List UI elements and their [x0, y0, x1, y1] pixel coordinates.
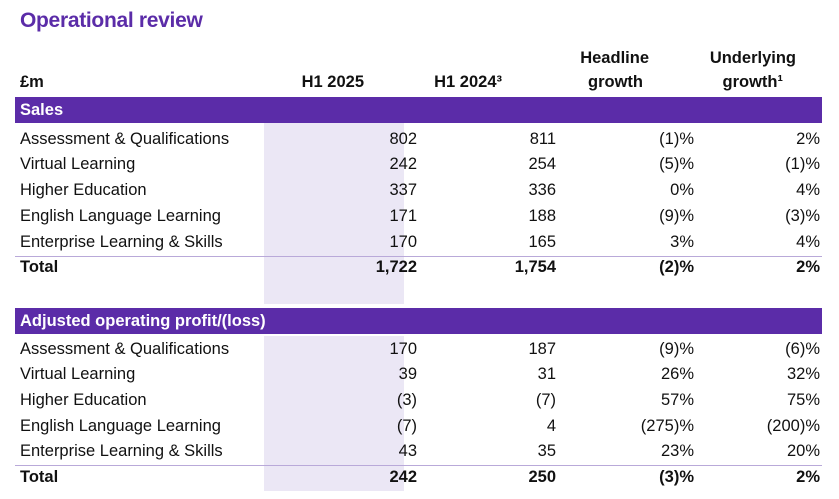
cell-underlying: (1)% [785, 155, 820, 173]
cell-headline: (5)% [659, 155, 694, 173]
cell-h1-2024: 336 [528, 181, 556, 199]
cell-h1-2024: 254 [528, 155, 556, 173]
cell-h1-2025: 242 [389, 468, 417, 486]
table-row: English Language Learning 171 188 (9)% (… [15, 203, 822, 229]
cell-h1-2025: 171 [389, 207, 417, 225]
col-underlying-header-line1: Underlying [709, 49, 796, 67]
cell-underlying: 4% [796, 233, 820, 251]
cell-headline: 26% [660, 365, 694, 383]
row-label: Total [20, 468, 59, 486]
cell-underlying: (200)% [766, 417, 820, 435]
cell-underlying: 75% [786, 391, 820, 409]
row-label: English Language Learning [20, 417, 221, 435]
col-headline-header-line1: Headline [580, 49, 649, 67]
cell-headline: 57% [660, 391, 694, 409]
cell-underlying: 32% [786, 365, 820, 383]
cell-underlying: (6)% [785, 340, 820, 358]
row-label: Enterprise Learning & Skills [20, 233, 223, 251]
total-divider [15, 465, 822, 466]
cell-h1-2024: 35 [537, 442, 556, 460]
total-row: Total 1,722 1,754 (2)% 2% [15, 254, 822, 280]
cell-underlying: 2% [796, 468, 820, 486]
cell-h1-2025: (3) [396, 391, 417, 409]
col-h1-2025-header: H1 2025 [301, 73, 364, 91]
table-row: Virtual Learning 242 254 (5)% (1)% [15, 151, 822, 177]
table-row: Enterprise Learning & Skills 43 35 23% 2… [15, 438, 822, 464]
h1-2025-highlight [264, 123, 404, 304]
section-title: Adjusted operating profit/(loss) [20, 312, 266, 330]
table-row: Assessment & Qualifications 802 811 (1)%… [15, 126, 822, 152]
row-label: Virtual Learning [20, 155, 136, 173]
table-row: Assessment & Qualifications 170 187 (9)%… [15, 336, 822, 362]
row-label: Assessment & Qualifications [20, 130, 230, 148]
unit-header: £m [20, 73, 44, 91]
cell-h1-2025: 242 [389, 155, 417, 173]
row-label: Enterprise Learning & Skills [20, 442, 223, 460]
cell-h1-2025: 39 [398, 365, 417, 383]
row-label: Higher Education [20, 391, 147, 409]
table-row: Higher Education (3) (7) 57% 75% [15, 387, 822, 413]
table-row: Enterprise Learning & Skills 170 165 3% … [15, 229, 822, 255]
cell-headline: (9)% [659, 340, 694, 358]
cell-h1-2025: 43 [398, 442, 417, 460]
col-headline-header-line2: growth [588, 73, 643, 91]
cell-headline: (3)% [659, 468, 694, 486]
cell-underlying: 20% [786, 442, 820, 460]
cell-underlying: 2% [796, 130, 820, 148]
row-label: Total [20, 258, 59, 276]
cell-h1-2025: 170 [389, 233, 417, 251]
cell-underlying: (3)% [785, 207, 820, 225]
row-label: Virtual Learning [20, 365, 136, 383]
cell-h1-2024: (7) [535, 391, 556, 409]
cell-h1-2024: 4 [546, 417, 556, 435]
cell-headline: (2)% [659, 258, 694, 276]
cell-headline: (9)% [659, 207, 694, 225]
page-title: Operational review [20, 9, 203, 32]
cell-h1-2024: 811 [529, 130, 556, 148]
cell-underlying: 2% [796, 258, 820, 276]
total-divider [15, 256, 822, 257]
row-label: English Language Learning [20, 207, 221, 225]
cell-headline: 3% [670, 233, 694, 251]
section-title: Sales [20, 101, 64, 119]
cell-h1-2024: 187 [528, 340, 556, 358]
cell-h1-2025: (7) [396, 417, 417, 435]
cell-h1-2025: 1,722 [375, 258, 417, 276]
row-label: Higher Education [20, 181, 147, 199]
cell-h1-2024: 165 [528, 233, 556, 251]
cell-h1-2024: 1,754 [514, 258, 556, 276]
cell-headline: (275)% [640, 417, 694, 435]
cell-headline: 23% [660, 442, 694, 460]
col-h1-2024-header: H1 2024³ [434, 73, 502, 91]
section-sales-header: Sales [15, 97, 822, 123]
cell-headline: 0% [670, 181, 694, 199]
cell-underlying: 4% [796, 181, 820, 199]
table-row: English Language Learning (7) 4 (275)% (… [15, 413, 822, 439]
table-row: Higher Education 337 336 0% 4% [15, 177, 822, 203]
cell-h1-2024: 188 [528, 207, 556, 225]
cell-h1-2024: 31 [537, 365, 556, 383]
total-row: Total 242 250 (3)% 2% [15, 464, 822, 490]
cell-h1-2024: 250 [528, 468, 556, 486]
row-label: Assessment & Qualifications [20, 340, 230, 358]
cell-h1-2025: 337 [389, 181, 417, 199]
cell-headline: (1)% [659, 130, 694, 148]
cell-h1-2025: 802 [389, 130, 417, 148]
table-row: Virtual Learning 39 31 26% 32% [15, 361, 822, 387]
section-operating-profit-header: Adjusted operating profit/(loss) [15, 308, 822, 334]
cell-h1-2025: 170 [389, 340, 417, 358]
col-underlying-header-line2: growth¹ [722, 73, 783, 91]
